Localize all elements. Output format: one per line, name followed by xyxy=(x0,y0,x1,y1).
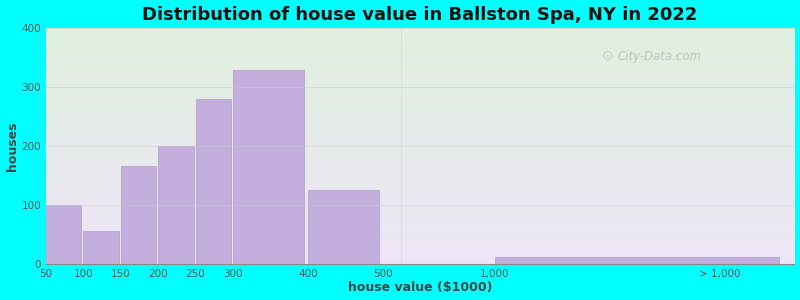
Bar xyxy=(121,167,156,264)
Bar xyxy=(83,231,119,264)
Y-axis label: houses: houses xyxy=(6,121,18,171)
X-axis label: house value ($1000): house value ($1000) xyxy=(348,281,492,294)
Bar xyxy=(158,146,194,264)
Bar xyxy=(46,205,82,264)
Text: City-Data.com: City-Data.com xyxy=(618,50,702,63)
Bar xyxy=(195,99,231,264)
Text: ⊙: ⊙ xyxy=(602,49,613,63)
Bar xyxy=(495,257,779,264)
Bar xyxy=(233,70,304,264)
Bar xyxy=(308,190,379,264)
Title: Distribution of house value in Ballston Spa, NY in 2022: Distribution of house value in Ballston … xyxy=(142,6,698,24)
